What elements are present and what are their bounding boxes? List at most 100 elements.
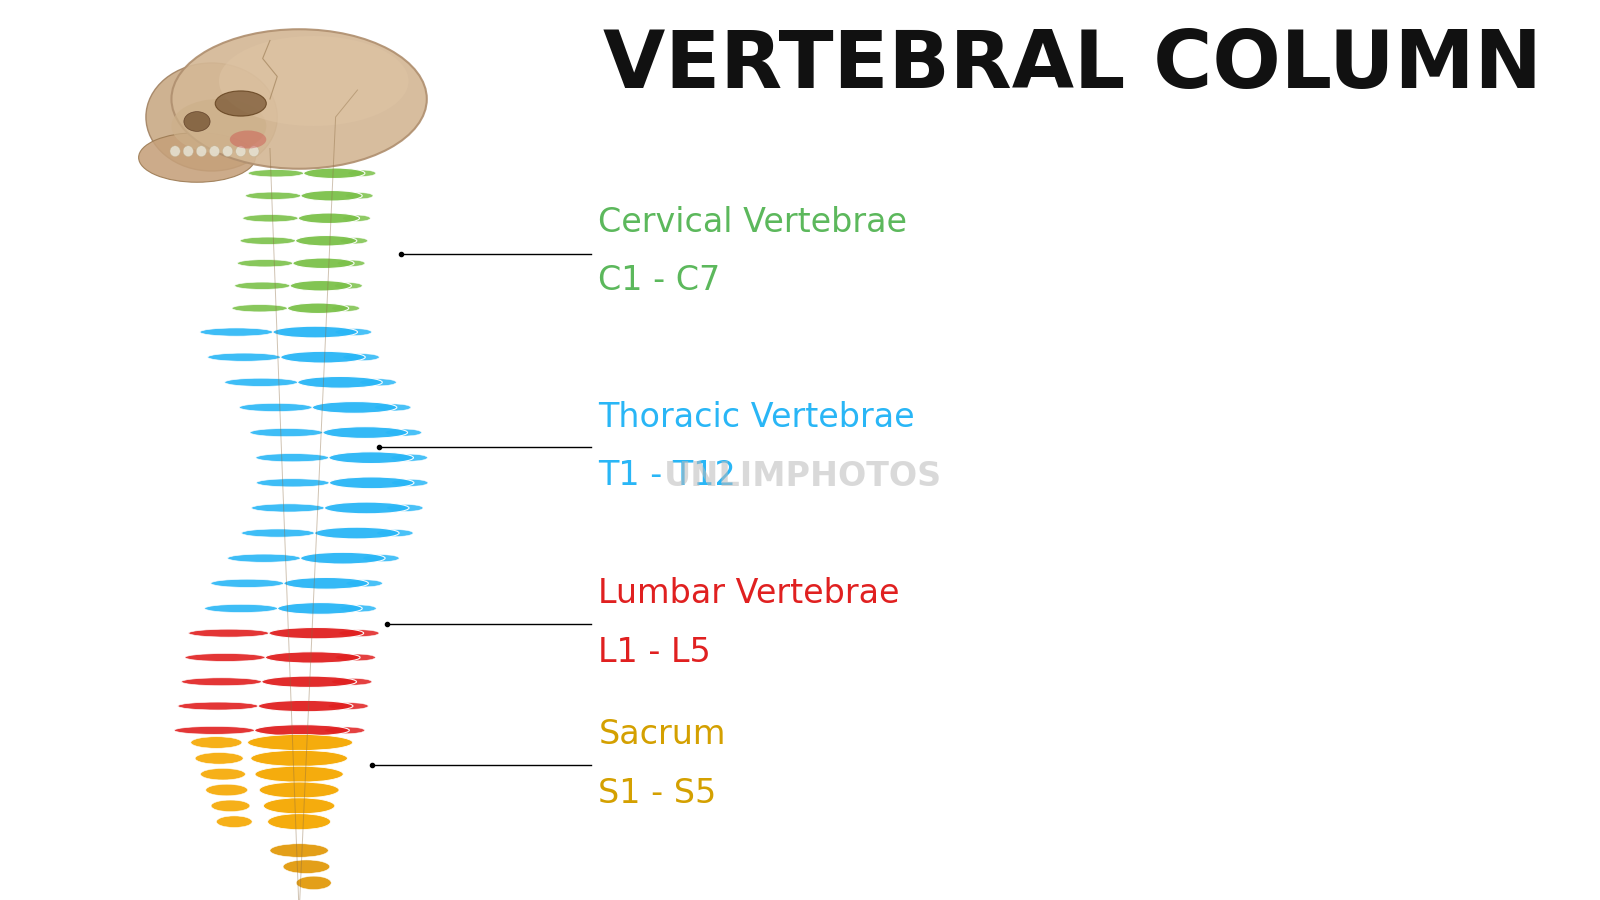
Ellipse shape <box>184 112 210 131</box>
Ellipse shape <box>283 860 330 873</box>
Ellipse shape <box>189 629 269 637</box>
Ellipse shape <box>251 504 325 512</box>
Ellipse shape <box>293 258 354 268</box>
Ellipse shape <box>386 429 421 436</box>
Ellipse shape <box>224 378 298 386</box>
Ellipse shape <box>304 168 365 178</box>
Ellipse shape <box>205 604 277 613</box>
Ellipse shape <box>227 554 301 562</box>
Ellipse shape <box>290 281 352 291</box>
Ellipse shape <box>339 605 376 612</box>
Ellipse shape <box>338 260 365 266</box>
Ellipse shape <box>251 751 347 767</box>
Text: Lumbar Vertebrae: Lumbar Vertebrae <box>598 577 899 610</box>
Text: UNLIMPHOTOS: UNLIMPHOTOS <box>664 461 942 493</box>
Ellipse shape <box>334 283 362 289</box>
Ellipse shape <box>347 170 376 176</box>
Text: L1 - L5: L1 - L5 <box>598 635 710 669</box>
Ellipse shape <box>182 146 194 157</box>
Ellipse shape <box>270 844 328 857</box>
Ellipse shape <box>230 130 266 148</box>
Ellipse shape <box>288 303 349 313</box>
Ellipse shape <box>315 527 398 539</box>
Ellipse shape <box>240 403 312 411</box>
Ellipse shape <box>235 282 290 290</box>
Ellipse shape <box>339 630 379 636</box>
Ellipse shape <box>325 727 365 734</box>
Ellipse shape <box>254 766 344 782</box>
Ellipse shape <box>216 816 253 827</box>
Ellipse shape <box>139 132 256 182</box>
Ellipse shape <box>342 215 370 221</box>
Ellipse shape <box>206 784 248 796</box>
Text: S1 - S5: S1 - S5 <box>598 777 717 810</box>
Ellipse shape <box>360 379 397 386</box>
Ellipse shape <box>186 653 266 662</box>
Text: VERTEBRAL COLUMN: VERTEBRAL COLUMN <box>603 27 1542 105</box>
Ellipse shape <box>235 146 246 157</box>
Ellipse shape <box>376 529 413 536</box>
Ellipse shape <box>256 454 330 462</box>
Ellipse shape <box>256 479 330 487</box>
Ellipse shape <box>250 428 323 436</box>
Ellipse shape <box>301 553 386 564</box>
Ellipse shape <box>240 237 296 245</box>
Ellipse shape <box>346 193 373 199</box>
Ellipse shape <box>232 304 288 312</box>
Ellipse shape <box>237 259 293 267</box>
Ellipse shape <box>387 504 422 511</box>
Ellipse shape <box>248 169 304 177</box>
Ellipse shape <box>283 578 368 590</box>
Ellipse shape <box>330 452 413 464</box>
Ellipse shape <box>277 603 362 615</box>
Ellipse shape <box>259 782 339 798</box>
Ellipse shape <box>325 502 410 514</box>
Ellipse shape <box>262 676 357 688</box>
Ellipse shape <box>200 769 245 780</box>
Ellipse shape <box>248 734 352 751</box>
Ellipse shape <box>334 328 371 336</box>
Ellipse shape <box>146 63 277 171</box>
Ellipse shape <box>328 703 368 709</box>
Ellipse shape <box>330 477 414 489</box>
Ellipse shape <box>248 146 259 157</box>
Ellipse shape <box>211 800 250 812</box>
Ellipse shape <box>274 326 357 338</box>
Ellipse shape <box>269 627 363 639</box>
Ellipse shape <box>392 480 427 486</box>
Ellipse shape <box>264 797 334 814</box>
Ellipse shape <box>178 702 258 710</box>
Ellipse shape <box>195 752 243 764</box>
Ellipse shape <box>296 877 331 889</box>
Ellipse shape <box>298 213 360 223</box>
Ellipse shape <box>267 814 331 830</box>
Ellipse shape <box>242 529 315 537</box>
Ellipse shape <box>390 454 427 461</box>
Ellipse shape <box>200 328 274 337</box>
Ellipse shape <box>323 427 408 438</box>
Ellipse shape <box>219 36 408 126</box>
Ellipse shape <box>181 678 262 686</box>
Ellipse shape <box>190 737 242 748</box>
Ellipse shape <box>171 99 266 153</box>
Ellipse shape <box>254 724 349 736</box>
Text: Cervical Vertebrae: Cervical Vertebrae <box>598 205 907 239</box>
Ellipse shape <box>301 191 362 201</box>
Ellipse shape <box>312 401 397 413</box>
Ellipse shape <box>171 29 427 169</box>
Ellipse shape <box>363 554 398 562</box>
Ellipse shape <box>208 353 280 361</box>
Ellipse shape <box>374 404 411 411</box>
Ellipse shape <box>342 354 379 361</box>
Ellipse shape <box>336 654 376 661</box>
Ellipse shape <box>298 376 382 388</box>
Ellipse shape <box>197 146 206 157</box>
Ellipse shape <box>280 351 365 363</box>
Ellipse shape <box>296 236 357 246</box>
Ellipse shape <box>174 726 254 734</box>
Ellipse shape <box>210 146 219 157</box>
Text: Sacrum: Sacrum <box>598 718 726 752</box>
Ellipse shape <box>266 652 360 663</box>
Ellipse shape <box>339 238 368 244</box>
Ellipse shape <box>216 91 266 116</box>
